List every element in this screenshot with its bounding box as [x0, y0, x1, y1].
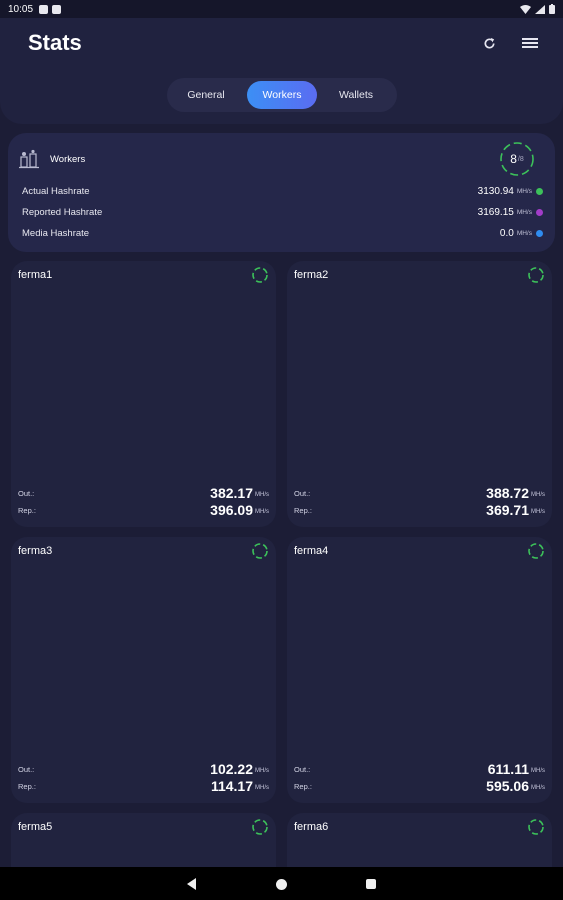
- total-count: /8: [517, 155, 524, 163]
- out-label: Out.:: [294, 488, 311, 498]
- worker-card-ferma1[interactable]: ferma1 Out.: 382.17 MH/s Rep.: 396.09 MH…: [11, 261, 276, 527]
- rep-label: Rep.:: [18, 505, 36, 515]
- page-title: Stats: [28, 30, 82, 55]
- out-unit: MH/s: [255, 492, 269, 498]
- worker-name: ferma5: [18, 821, 53, 833]
- workers-icon: [19, 149, 39, 169]
- rep-unit: MH/s: [531, 785, 545, 791]
- status-dot-blue: [536, 229, 543, 237]
- worker-card-ferma3[interactable]: ferma3 Out.: 102.22 MH/s Rep.: 114.17 MH…: [11, 537, 276, 803]
- sd-card-icon: [52, 4, 62, 14]
- hashrate-label: Actual Hashrate: [22, 185, 90, 197]
- hashrate-row-reported: Reported Hashrate 3169.15 MH/s: [22, 205, 543, 219]
- worker-rep-row: Rep.: 114.17 MH/s: [18, 777, 269, 795]
- out-value: 388.72: [486, 485, 529, 501]
- worker-out-row: Out.: 382.17 MH/s: [18, 484, 269, 502]
- rep-unit: MH/s: [531, 509, 545, 515]
- hashrate-value: 0.0: [499, 227, 514, 239]
- rep-label: Rep.:: [294, 781, 312, 791]
- worker-name: ferma3: [18, 545, 53, 557]
- worker-rep-row: Rep.: 595.06 MH/s: [294, 777, 545, 795]
- hashrate-unit: MH/s: [516, 229, 532, 237]
- rep-unit: MH/s: [255, 509, 269, 515]
- spinner-icon: [528, 819, 544, 835]
- out-unit: MH/s: [255, 768, 269, 774]
- hashrate-value: 3130.94: [477, 185, 514, 197]
- out-unit: MH/s: [531, 492, 545, 498]
- status-bar: 10:05: [0, 0, 563, 18]
- out-value: 611.11: [487, 761, 529, 777]
- tab-bar: General Workers Wallets: [167, 78, 397, 112]
- spinner-icon: [528, 543, 544, 559]
- worker-card-ferma5[interactable]: ferma5: [11, 813, 276, 867]
- rep-value: 595.06: [486, 778, 529, 794]
- worker-rep-row: Rep.: 396.09 MH/s: [18, 501, 269, 519]
- status-time: 10:05: [8, 3, 34, 15]
- spinner-icon: [252, 819, 268, 835]
- status-dot-purple: [536, 208, 543, 216]
- worker-name: ferma4: [294, 545, 329, 557]
- workers-summary-card: Workers 8/8 Actual Hashrate 3130.94 MH/s…: [8, 133, 555, 252]
- menu-icon: [522, 38, 538, 48]
- summary-title: Workers: [50, 154, 86, 165]
- hashrate-label: Media Hashrate: [22, 227, 90, 239]
- worker-name: ferma6: [294, 821, 329, 833]
- tab-general[interactable]: General: [187, 89, 225, 101]
- out-value: 102.22: [210, 761, 253, 777]
- worker-card-ferma2[interactable]: ferma2 Out.: 388.72 MH/s Rep.: 369.71 MH…: [287, 261, 552, 527]
- hashrate-unit: MH/s: [516, 208, 532, 216]
- hashrate-label: Reported Hashrate: [22, 206, 103, 218]
- home-icon: [275, 878, 287, 890]
- menu-button[interactable]: [519, 32, 541, 54]
- worker-rep-row: Rep.: 369.71 MH/s: [294, 501, 545, 519]
- worker-out-row: Out.: 611.11 MH/s: [294, 760, 545, 778]
- worker-name: ferma2: [294, 269, 329, 281]
- out-label: Out.:: [294, 764, 311, 774]
- rep-label: Rep.:: [294, 505, 312, 515]
- hashrate-value: 3169.15: [477, 206, 514, 218]
- recents-icon: [366, 879, 376, 889]
- app-header: Stats General Workers Wallets: [0, 18, 563, 124]
- nav-recents-button[interactable]: [362, 875, 380, 893]
- worker-name: ferma1: [18, 269, 53, 281]
- status-dot-green: [536, 187, 543, 195]
- out-unit: MH/s: [531, 768, 545, 774]
- signal-icon: [535, 4, 545, 14]
- worker-card-ferma6[interactable]: ferma6: [287, 813, 552, 867]
- nav-back-button[interactable]: [182, 875, 200, 893]
- notification-icon: [39, 4, 49, 14]
- rep-value: 369.71: [486, 502, 529, 518]
- tab-workers[interactable]: Workers: [247, 81, 317, 109]
- worker-out-row: Out.: 102.22 MH/s: [18, 760, 269, 778]
- rep-value: 396.09: [210, 502, 253, 518]
- rep-unit: MH/s: [255, 785, 269, 791]
- online-workers-count: 8/8: [498, 140, 536, 178]
- out-label: Out.:: [18, 488, 35, 498]
- refresh-button[interactable]: [478, 32, 500, 54]
- spinner-icon: [252, 543, 268, 559]
- hashrate-unit: MH/s: [516, 187, 532, 195]
- spinner-icon: [252, 267, 268, 283]
- tab-wallets[interactable]: Wallets: [338, 89, 374, 101]
- hashrate-row-actual: Actual Hashrate 3130.94 MH/s: [22, 184, 543, 198]
- battery-icon: [549, 4, 555, 14]
- out-label: Out.:: [18, 764, 35, 774]
- worker-card-ferma4[interactable]: ferma4 Out.: 611.11 MH/s Rep.: 595.06 MH…: [287, 537, 552, 803]
- worker-out-row: Out.: 388.72 MH/s: [294, 484, 545, 502]
- hashrate-row-media: Media Hashrate 0.0 MH/s: [22, 226, 543, 240]
- nav-home-button[interactable]: [272, 875, 290, 893]
- back-icon: [186, 878, 196, 890]
- rep-value: 114.17: [210, 778, 253, 794]
- system-nav-bar: [0, 867, 563, 900]
- online-workers-gauge: [500, 142, 534, 176]
- out-value: 382.17: [210, 485, 253, 501]
- spinner-icon: [528, 267, 544, 283]
- wifi-icon: [520, 4, 531, 14]
- rep-label: Rep.:: [18, 781, 36, 791]
- refresh-icon: [484, 37, 495, 49]
- online-count: 8: [510, 152, 517, 166]
